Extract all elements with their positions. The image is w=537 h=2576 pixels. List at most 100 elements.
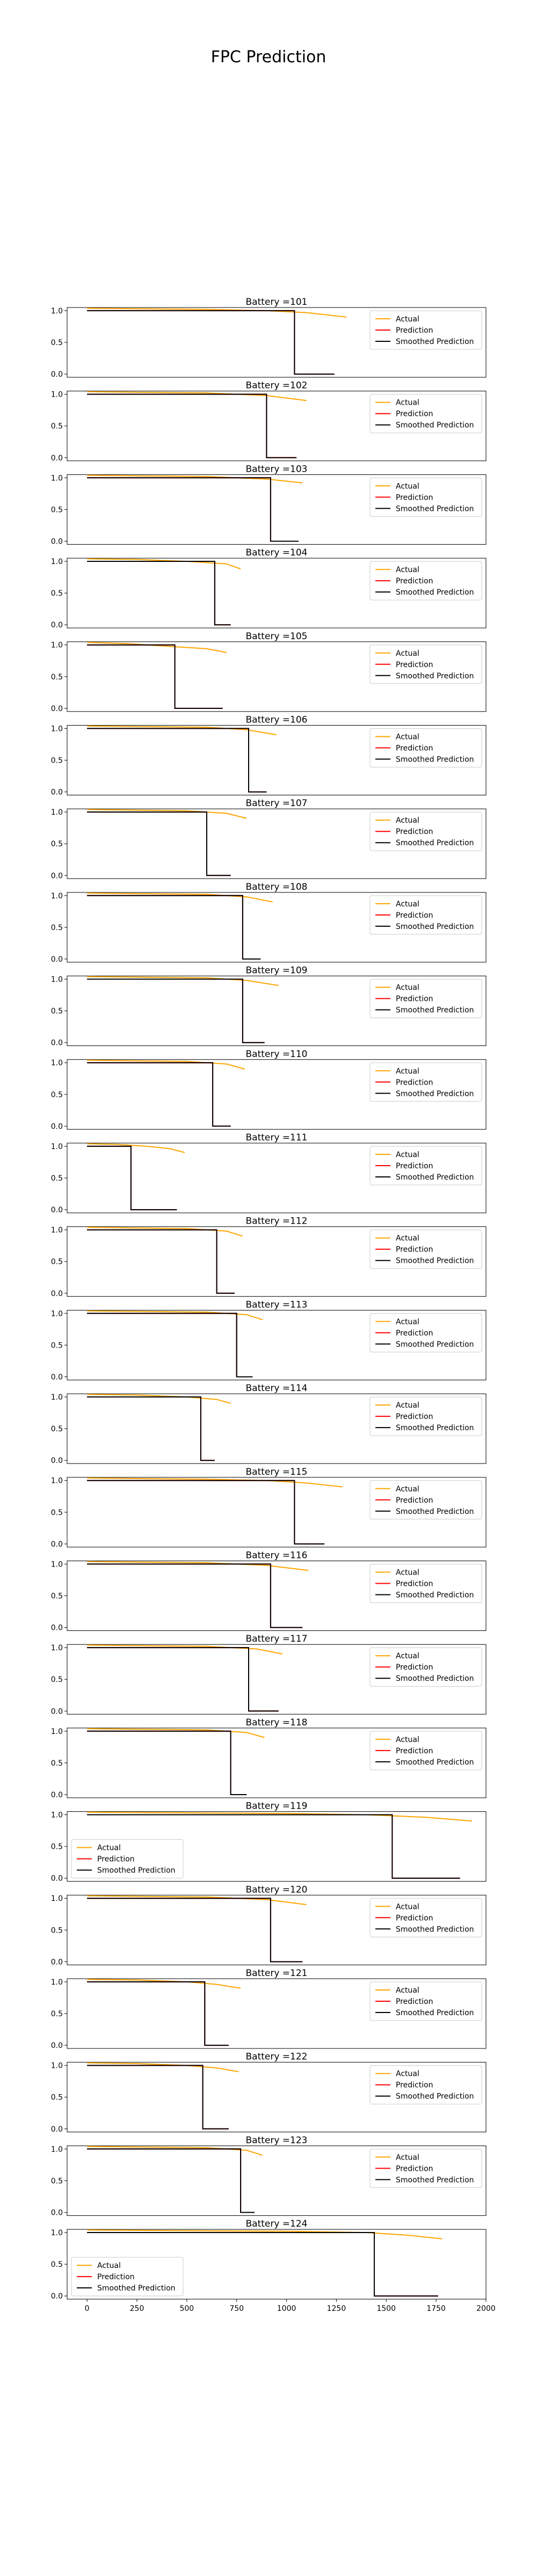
series-prediction-line [87,895,261,960]
legend-label-actual: Actual [396,1485,419,1494]
legend-label-smoothed-prediction: Smoothed Prediction [396,1591,474,1600]
y-tick-label: 1.0 [51,892,63,901]
legend-box [369,811,482,851]
legend: Actual Prediction Smoothed Prediction [369,1062,482,1102]
y-tick-label: 0.0 [51,2208,63,2217]
legend-label-smoothed-prediction: Smoothed Prediction [396,923,474,931]
legend-label-smoothed-prediction: Smoothed Prediction [396,1674,474,1683]
x-tick-label: 0 [85,2304,90,2313]
legend: Actual Prediction Smoothed Prediction [369,645,482,684]
legend-label-actual: Actual [396,482,419,491]
legend-label-smoothed-prediction: Smoothed Prediction [396,2176,474,2184]
subplot-title: Battery =105 [245,631,307,642]
legend: Actual Prediction Smoothed Prediction [369,394,482,434]
series-actual-line [87,1143,185,1153]
series-actual-line [87,1728,265,1738]
series-smoothed-prediction-line [87,811,231,876]
legend-label-prediction: Prediction [396,1078,433,1087]
y-tick-label: 0.0 [51,1875,63,1883]
y-tick-label: 1.0 [51,1143,63,1151]
y-tick-label: 0.5 [51,1926,63,1935]
legend-label-actual: Actual [396,2070,419,2079]
subplot-title: Battery =108 [245,882,307,892]
x-tick-label: 1250 [327,2304,346,2313]
y-tick-label: 0.5 [51,924,63,932]
series-prediction-line [87,644,223,709]
y-tick-label: 0.0 [51,621,63,630]
legend-label-smoothed-prediction: Smoothed Prediction [396,504,474,513]
series-smoothed-prediction-line [87,978,265,1043]
y-tick-label: 1.0 [51,474,63,482]
legend-label-smoothed-prediction: Smoothed Prediction [396,1758,474,1767]
series-smoothed-prediction-line [87,644,223,709]
legend: Actual Prediction Smoothed Prediction [369,1898,482,1937]
legend: Actual Prediction Smoothed Prediction [369,2065,482,2105]
subplot-title: Battery =115 [245,1467,307,1477]
series-smoothed-prediction-line [87,1229,235,1294]
legend-label-prediction: Prediction [396,1246,433,1254]
legend-label-actual: Actual [396,315,419,324]
y-tick-label: 0.0 [51,1457,63,1465]
subplot-title: Battery =120 [245,1884,307,1895]
series-smoothed-prediction-line [87,1647,279,1712]
series-prediction-line [87,1981,229,2046]
series-smoothed-prediction-line [87,1396,215,1461]
series-actual-line [87,725,277,736]
y-tick-label: 0.5 [51,757,63,765]
legend-box [369,1480,482,1520]
x-tick-label: 1750 [426,2304,446,2313]
y-tick-label: 0.5 [51,1759,63,1768]
y-tick-label: 0.0 [51,1958,63,1966]
legend: Actual Prediction Smoothed Prediction [369,1480,482,1520]
subplot-8: Battery =108 0.0 0.5 1.0 Actual Prediction Smo… [51,882,487,964]
series-smoothed-prediction-line [87,1981,229,2046]
y-tick-label: 0.0 [51,537,63,546]
subplot-1: Battery =101 0.0 0.5 1.0 Actual Prediction Smo… [51,297,487,379]
legend-label-actual: Actual [396,816,419,825]
y-tick-label: 1.0 [51,1978,63,1987]
x-tick-label: 1000 [277,2304,296,2313]
subplot-stack: Battery =101 0.0 0.5 1.0 Actual Prediction Smo… [51,297,496,2313]
y-tick-label: 0.0 [51,1540,63,1549]
legend-box [369,645,482,684]
x-tick-label: 2000 [476,2304,496,2313]
y-tick-label: 1.0 [51,307,63,316]
subplot-3: Battery =103 0.0 0.5 1.0 Actual Prediction Smo… [51,464,487,546]
y-tick-label: 0.0 [51,2125,63,2134]
legend: Actual Prediction Smoothed Prediction [369,1313,482,1352]
legend-label-prediction: Prediction [97,1855,135,1864]
series-prediction-line [87,477,299,542]
subplot-title: Battery =112 [245,1216,307,1227]
series-prediction-line [87,393,297,458]
subplot-title: Battery =107 [245,798,307,809]
subplot-title: Battery =124 [245,2219,307,2229]
legend-label-prediction: Prediction [396,493,433,502]
legend-box [369,895,482,935]
series-prediction-line [87,561,231,626]
subplot-13: Battery =113 0.0 0.5 1.0 Actual Prediction Smo… [51,1299,487,1381]
y-tick-label: 1.0 [51,808,63,817]
subplot-title: Battery =119 [245,1801,307,1812]
subplot-2: Battery =102 0.0 0.5 1.0 Actual Prediction Smo… [51,380,487,463]
legend-label-actual: Actual [396,1986,419,1995]
y-tick-label: 0.0 [51,1039,63,1048]
legend-label-actual: Actual [396,984,419,992]
series-actual-line [87,474,303,484]
legend-box [369,1647,482,1687]
series-actual-line [87,1226,243,1237]
subplot-14: Battery =114 0.0 0.5 1.0 Actual Prediction Smo… [51,1383,487,1465]
series-actual-line [87,1394,231,1404]
legend: Actual Prediction Smoothed Prediction [369,811,482,851]
series-actual-line [87,1644,283,1655]
y-tick-label: 0.0 [51,1206,63,1214]
y-tick-label: 1.0 [51,1728,63,1736]
legend-label-actual: Actual [396,2153,419,2162]
y-tick-label: 0.5 [51,1258,63,1267]
legend: Actual Prediction Smoothed Prediction [369,895,482,935]
series-smoothed-prediction-line [87,1814,460,1879]
y-tick-label: 0.5 [51,1007,63,1016]
subplot-20: Battery =120 0.0 0.5 1.0 Actual Prediction Smo… [51,1884,487,1966]
subplot-title: Battery =110 [245,1049,307,1059]
y-tick-label: 1.0 [51,724,63,733]
legend-label-smoothed-prediction: Smoothed Prediction [396,1925,474,1934]
